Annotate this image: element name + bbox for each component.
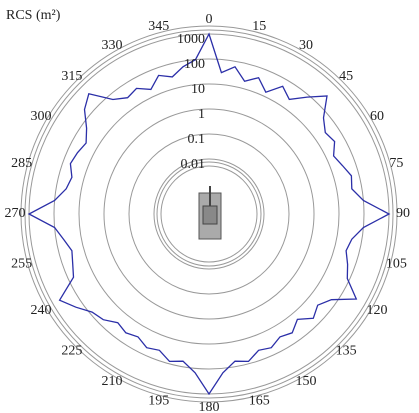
theta-tick-label: 345: [148, 19, 169, 34]
outer-rings: [20, 25, 398, 403]
theta-tick-label: 150: [296, 374, 317, 389]
theta-tick-label: 300: [30, 109, 51, 124]
theta-tick-label: 45: [339, 69, 353, 84]
theta-tick-label: 120: [367, 303, 388, 318]
plot: [27, 32, 391, 396]
theta-tick-label: 15: [252, 19, 266, 34]
ring: [20, 25, 398, 403]
theta-tick-label: 315: [61, 69, 82, 84]
theta-tick-label: 0: [206, 12, 213, 27]
r-tick-label: 0.1: [188, 132, 206, 147]
theta-tick-label: 270: [5, 206, 26, 221]
theta-tick-label: 30: [299, 38, 313, 53]
ring: [24, 29, 394, 399]
grid-ring: [153, 158, 265, 270]
theta-tick-label: 195: [148, 394, 169, 409]
theta-tick-label: 135: [336, 343, 357, 358]
theta-tick-label: 255: [11, 256, 32, 271]
ring: [156, 161, 262, 267]
r-tick-label: 1: [198, 107, 205, 122]
theta-tick-label: 165: [249, 394, 270, 409]
grid-ring: [78, 83, 340, 345]
theta-tick-label: 225: [61, 343, 82, 358]
grid-ring: [128, 133, 290, 295]
theta-tick-label: 90: [396, 206, 410, 221]
theta-tick-label: 180: [199, 400, 220, 413]
r-tick-label: 0.01: [181, 157, 206, 172]
r-tick-label: 100: [184, 57, 205, 72]
r-tick-label: 10: [191, 82, 205, 97]
theta-tick-label: 75: [389, 156, 403, 171]
chart-title: RCS (m²): [6, 8, 61, 23]
theta-tick-label: 105: [386, 256, 407, 271]
theta-tick-label: 60: [370, 109, 384, 124]
r-tick-label: 1000: [177, 32, 205, 47]
tank-icon: [198, 186, 222, 240]
grid-ring: [53, 58, 365, 370]
grid-ring: [103, 108, 315, 320]
rcs-line: [27, 32, 391, 396]
theta-tick-label: 210: [102, 374, 123, 389]
theta-tick-label: 240: [30, 303, 51, 318]
ring: [160, 165, 258, 263]
tank-turret: [202, 205, 218, 225]
theta-tick-label: 330: [102, 38, 123, 53]
theta-tick-label: 285: [11, 156, 32, 171]
